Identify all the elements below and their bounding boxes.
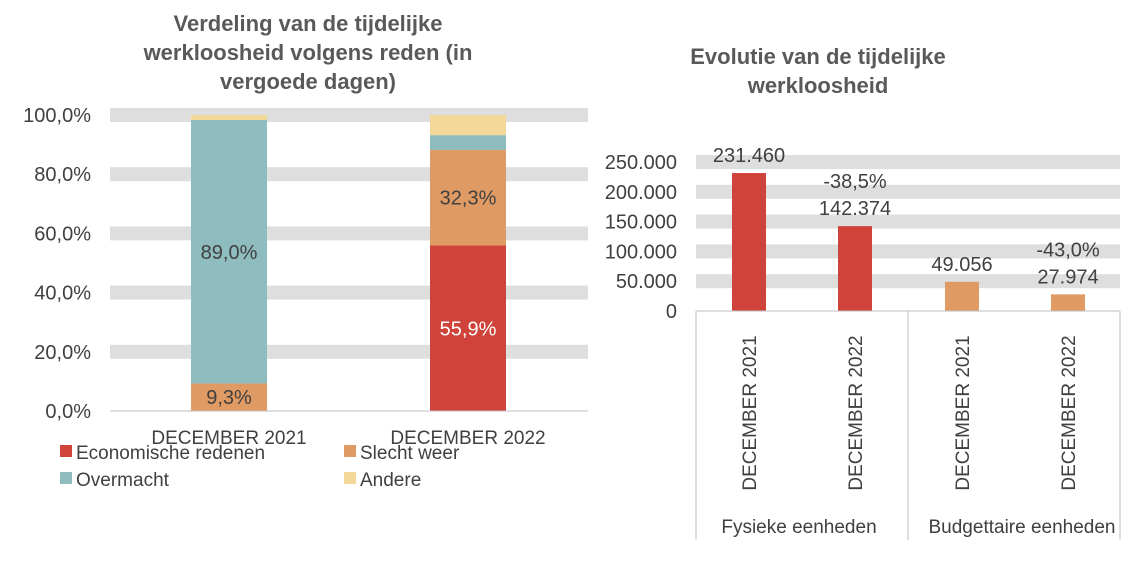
- y-tick-label: 80,0%: [34, 164, 91, 186]
- evolution-x-axis-frame: [695, 310, 1121, 540]
- grid-band: [696, 155, 1120, 169]
- evolution-x-axis: DECEMBER 2021 DECEMBER 2022 DECEMBER 2021 D…: [740, 335, 1080, 490]
- y-tick-label: 0: [666, 301, 677, 323]
- legend-label: Slecht weer: [360, 443, 460, 464]
- grid-band: [696, 214, 1120, 229]
- distribution-bars: [191, 115, 506, 411]
- x-tick-label: DECEMBER 2021: [740, 335, 761, 490]
- value-label: 142.374: [819, 198, 891, 220]
- distribution-x-axis: DECEMBER 2021 DECEMBER 2022: [151, 428, 545, 449]
- distribution-chart-title: Verdeling van de tijdelijke werkloosheid …: [143, 11, 473, 94]
- title-line: vergoede dagen): [220, 69, 396, 94]
- bar: [732, 173, 766, 311]
- data-label: 9,3%: [206, 387, 252, 409]
- legend-swatch: [344, 472, 356, 484]
- x-tick-label: DECEMBER 2022: [1059, 335, 1080, 490]
- bar: [1051, 294, 1085, 311]
- title-line: werkloosheid volgens reden (in: [143, 40, 473, 65]
- data-label: 89,0%: [201, 242, 258, 264]
- group-label: Fysieke eenheden: [721, 517, 876, 538]
- data-label: 32,3%: [440, 188, 497, 210]
- y-tick-label: 0,0%: [45, 401, 91, 423]
- y-tick-label: 100,0%: [23, 105, 91, 127]
- group-label: Budgettaire eenheden: [929, 517, 1116, 538]
- legend-swatch: [344, 445, 356, 457]
- y-tick-label: 40,0%: [34, 283, 91, 305]
- grid-band: [696, 244, 1120, 259]
- bar: [838, 226, 872, 311]
- data-label: 55,9%: [440, 318, 497, 340]
- stacked-bar-segment: [191, 383, 267, 411]
- x-tick-label: DECEMBER 2021: [953, 335, 974, 490]
- value-label: 27.974: [1037, 266, 1098, 288]
- x-tick-label: DECEMBER 2022: [390, 428, 545, 449]
- y-tick-label: 50.000: [616, 271, 677, 293]
- stacked-bar-segment: [191, 120, 267, 384]
- stacked-bar-segment: [430, 149, 506, 246]
- evolution-chart-title: Evolutie van de tijdelijke werkloosheid: [690, 44, 946, 98]
- legend-label: Andere: [360, 470, 421, 491]
- distribution-grid: [110, 108, 588, 359]
- change-label: -38,5%: [823, 171, 887, 193]
- y-tick-label: 250.000: [605, 152, 677, 174]
- y-tick-label: 60,0%: [34, 223, 91, 245]
- y-tick-label: 150.000: [605, 212, 677, 234]
- distribution-chart: Verdeling van de tijdelijke werkloosheid …: [23, 11, 588, 491]
- stacked-bar-segment: [191, 115, 267, 121]
- y-tick-label: 200.000: [605, 182, 677, 204]
- evolution-grid: [696, 155, 1120, 289]
- x-tick-label: DECEMBER 2021: [151, 428, 306, 449]
- grid-band: [110, 344, 588, 359]
- y-tick-label: 20,0%: [34, 342, 91, 364]
- stacked-bar-segment: [430, 135, 506, 150]
- grid-band: [696, 274, 1120, 289]
- legend-swatch: [60, 472, 72, 484]
- grid-band: [110, 285, 588, 300]
- grid-band: [110, 226, 588, 241]
- value-label: 49.056: [931, 254, 992, 276]
- evolution-bars: [732, 173, 1085, 311]
- evolution-data-labels: 231.460 142.374 -38,5% 49.056 27.974 -43,0%: [713, 145, 1100, 288]
- stacked-bar-segment: [430, 115, 506, 136]
- evolution-y-axis: 0 50.000 100.000 150.000 200.000 250.000: [605, 152, 677, 323]
- evolution-chart: Evolutie van de tijdelijke werkloosheid 0…: [605, 44, 1121, 540]
- title-line: Evolutie van de tijdelijke: [690, 44, 946, 69]
- title-line: Verdeling van de tijdelijke: [174, 11, 443, 36]
- bar: [945, 281, 979, 311]
- grid-band: [110, 167, 588, 182]
- distribution-y-axis: 0,0% 20,0% 40,0% 60,0% 80,0% 100,0%: [23, 105, 91, 423]
- value-label: 231.460: [713, 145, 785, 167]
- legend-swatch: [60, 445, 72, 457]
- y-tick-label: 100.000: [605, 241, 677, 263]
- title-line: werkloosheid: [747, 73, 889, 98]
- legend-label: Economische redenen: [76, 443, 265, 464]
- grid-band: [110, 108, 588, 122]
- x-tick-label: DECEMBER 2022: [846, 335, 867, 490]
- distribution-data-labels: 9,3% 89,0% 55,9% 32,3%: [201, 188, 497, 410]
- grid-band: [696, 184, 1120, 199]
- stacked-bar-segment: [430, 245, 506, 411]
- evolution-group-labels: Fysieke eenheden Budgettaire eenheden: [721, 517, 1115, 538]
- legend-label: Overmacht: [76, 470, 170, 491]
- distribution-legend: Economische redenen Slecht weer Overmacht A…: [60, 443, 460, 491]
- change-label: -43,0%: [1036, 239, 1100, 261]
